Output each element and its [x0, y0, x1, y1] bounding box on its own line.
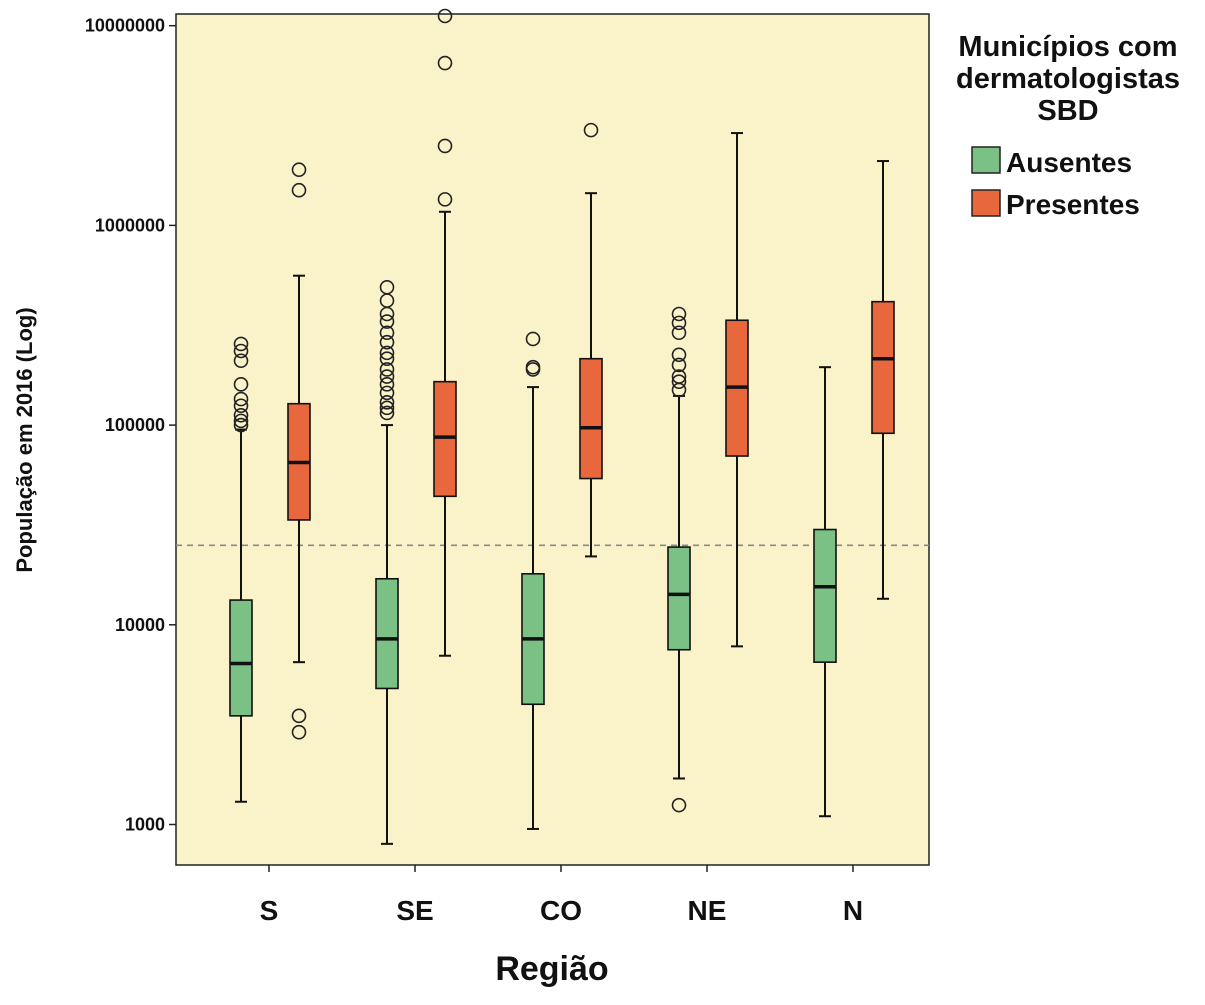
box-ausentes-n	[813, 366, 837, 818]
box-presentes-se	[433, 8, 457, 657]
box-ausentes-ne	[667, 306, 691, 813]
outlier-point	[233, 343, 249, 359]
outlier-point	[671, 374, 687, 389]
outlier-point	[671, 797, 687, 813]
x-tick-label: CO	[540, 895, 582, 926]
outlier-point	[233, 413, 249, 429]
outlier-point	[233, 336, 249, 352]
outlier-point	[379, 400, 395, 416]
y-tick-label: 10000	[115, 615, 165, 635]
x-tick-label: NE	[688, 895, 727, 926]
x-tick-label: N	[843, 895, 863, 926]
outlier-point	[379, 325, 395, 341]
outlier-point	[291, 182, 307, 198]
y-tick-label: 100000	[105, 415, 165, 435]
box-presentes-ne	[725, 132, 749, 648]
outlier-point	[379, 395, 395, 410]
box-iqr	[871, 300, 895, 435]
outlier-point	[437, 55, 453, 71]
outlier-point	[379, 362, 395, 377]
outlier-point	[291, 708, 307, 724]
y-tick-label: 10000000	[85, 16, 165, 36]
outlier-point	[233, 391, 249, 407]
box-iqr	[375, 577, 399, 690]
outlier-point	[525, 331, 541, 347]
legend: Municípios com dermatologistas SBD Ausen…	[956, 31, 1180, 220]
legend-title-line-2: dermatologistas	[956, 63, 1180, 95]
outlier-point	[233, 377, 249, 392]
box-iqr	[667, 546, 691, 651]
box-iqr	[433, 380, 457, 498]
box-iqr	[813, 528, 837, 663]
y-tick-label: 1000	[125, 815, 165, 835]
legend-swatch-presentes	[971, 189, 1001, 217]
outlier-point	[291, 162, 307, 178]
outlier-point	[525, 359, 541, 375]
box-ausentes-co	[521, 331, 545, 830]
x-axis-title: Região	[495, 950, 608, 988]
outlier-point	[233, 398, 249, 414]
box-ausentes-s	[229, 336, 253, 803]
outlier-point	[379, 279, 395, 295]
outlier-point	[379, 377, 395, 392]
legend-title-line-1: Municípios com	[958, 31, 1177, 63]
legend-label-ausentes: Ausentes	[1006, 147, 1132, 178]
x-tick-label: SE	[396, 895, 433, 926]
outlier-point	[671, 315, 687, 331]
axes-layer: 1000 10000 100000 1000000 10000000 S SE CO NE N	[85, 16, 863, 926]
outlier-point	[379, 334, 395, 350]
box-iqr	[579, 357, 603, 480]
outlier-point	[233, 417, 249, 433]
outlier-point	[379, 345, 395, 361]
outlier-point	[671, 325, 687, 341]
box-presentes-s	[287, 162, 311, 740]
outlier-point	[291, 724, 307, 740]
y-axis-title: População em 2016 (Log)	[12, 307, 37, 572]
outlier-point	[583, 122, 599, 138]
box-ausentes-se	[375, 279, 399, 845]
x-tick-label: S	[260, 895, 279, 926]
outlier-point	[379, 385, 395, 401]
box-iqr	[229, 599, 253, 717]
boxes-layer	[229, 8, 895, 845]
box-presentes-co	[579, 122, 603, 558]
outlier-point	[437, 138, 453, 154]
outlier-point	[671, 347, 687, 363]
legend-label-presentes: Presentes	[1006, 189, 1140, 220]
outlier-point	[233, 407, 249, 423]
legend-title-line-3: SBD	[1037, 95, 1098, 127]
outlier-point	[671, 306, 687, 322]
outlier-point	[379, 369, 395, 384]
box-presentes-n	[871, 160, 895, 600]
outlier-point	[379, 314, 395, 329]
outlier-point	[379, 351, 395, 367]
outlier-point	[671, 357, 687, 373]
outlier-point	[233, 353, 249, 369]
legend-swatch-ausentes	[971, 146, 1001, 174]
outlier-point	[437, 8, 453, 24]
outlier-point	[379, 405, 395, 421]
y-tick-label: 1000000	[95, 215, 165, 235]
outlier-point	[437, 192, 453, 207]
outlier-point	[671, 369, 687, 384]
